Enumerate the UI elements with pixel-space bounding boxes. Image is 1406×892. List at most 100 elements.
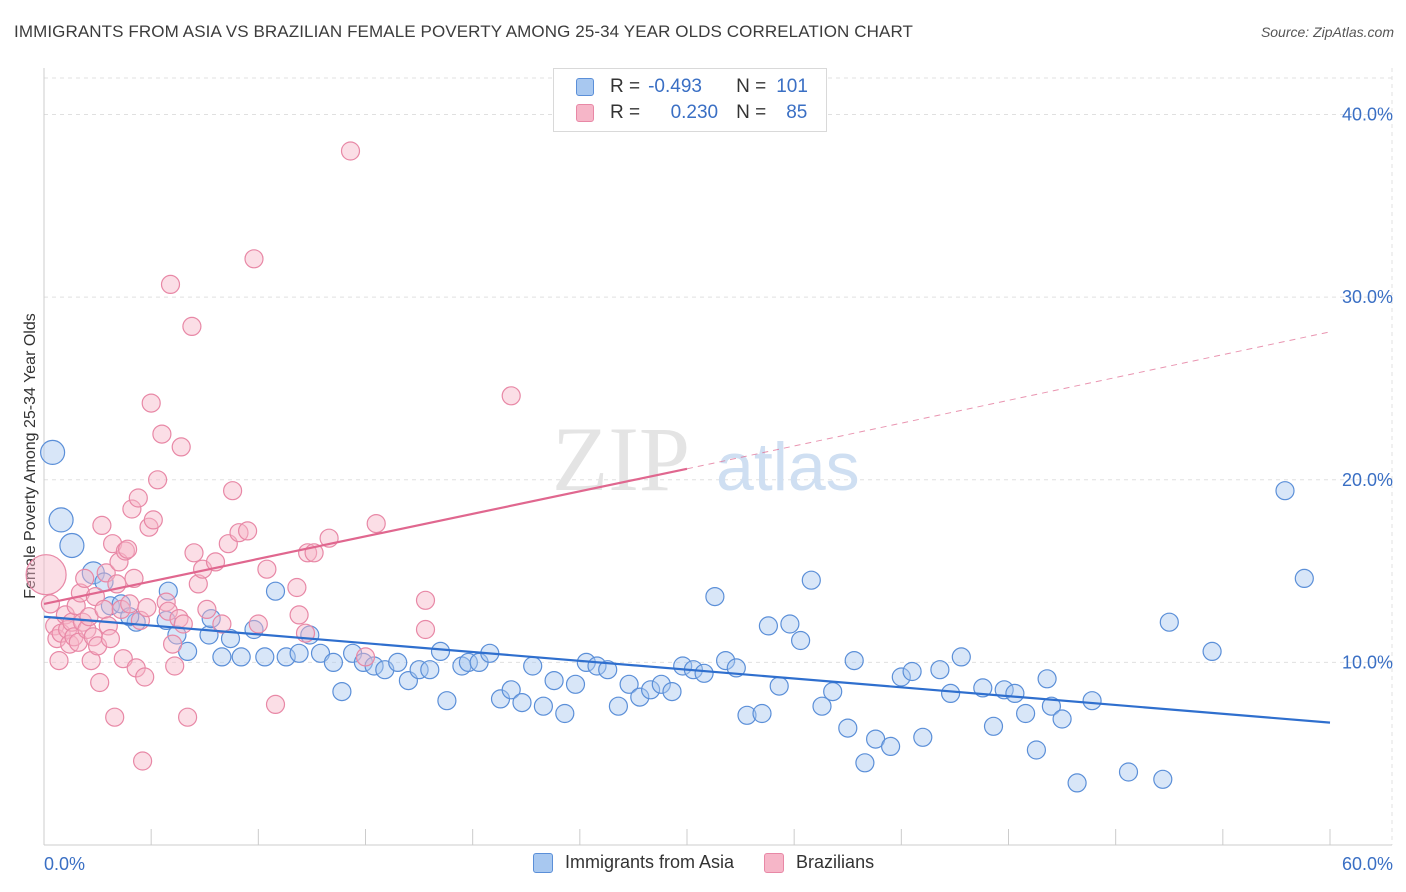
asia-point xyxy=(409,660,429,680)
asia-point xyxy=(39,439,66,465)
asia-point xyxy=(1275,481,1295,501)
asia-point xyxy=(289,643,309,663)
brazil-point xyxy=(94,599,114,620)
asia-point xyxy=(1037,669,1057,689)
asia-point xyxy=(544,670,564,691)
asia-point xyxy=(201,608,221,629)
r-value: -0.493 xyxy=(648,76,702,97)
asia-point xyxy=(855,753,875,773)
x-tick-label: 60.0% xyxy=(1342,854,1393,874)
brazil-point xyxy=(40,594,61,614)
brazil-point xyxy=(355,647,376,667)
asia-point xyxy=(913,727,933,747)
asia-point xyxy=(501,680,521,700)
asia-point xyxy=(533,696,554,716)
brazil-point xyxy=(248,614,268,634)
brazil-point xyxy=(287,577,307,598)
asia-point xyxy=(951,647,971,667)
asia-point xyxy=(255,647,275,667)
legend-row-brazil: R = 0.230 N = 85 xyxy=(576,100,807,126)
brazil-point xyxy=(128,488,148,508)
asia-swatch xyxy=(533,852,553,873)
asia-point xyxy=(790,630,811,651)
brazil-point xyxy=(178,707,198,727)
asia-point xyxy=(715,650,736,671)
brazil-point xyxy=(143,510,163,530)
brazil-point xyxy=(173,614,193,634)
brazil-swatch xyxy=(576,104,594,122)
brazil-point xyxy=(158,601,178,621)
brazil-point xyxy=(182,316,202,336)
asia-point xyxy=(737,705,757,725)
n-label: N = xyxy=(736,102,767,123)
legend-label-brazil: Brazilians xyxy=(796,852,875,872)
asia-point xyxy=(265,581,286,601)
legend-row-asia: R = -0.493 N = 101 xyxy=(576,74,808,100)
brazil-point xyxy=(148,470,168,490)
asia-point xyxy=(388,652,408,673)
n-value: 101 xyxy=(776,76,808,97)
brazil-point xyxy=(83,627,103,647)
brazil-point xyxy=(124,568,144,589)
brazil-point xyxy=(163,634,183,654)
brazil-point xyxy=(265,694,286,715)
asia-point xyxy=(332,681,352,702)
brazil-trend-line xyxy=(43,467,688,606)
asia-point xyxy=(752,703,772,724)
asia-point xyxy=(838,718,858,738)
brazil-point xyxy=(501,386,521,406)
brazil-point xyxy=(160,274,181,294)
asia-trend-line xyxy=(43,615,1331,724)
brazil-point xyxy=(238,521,258,541)
asia-point xyxy=(608,696,629,716)
chart-title: IMMIGRANTS FROM ASIA VS BRAZILIAN FEMALE… xyxy=(14,22,913,41)
asia-point xyxy=(758,616,779,636)
brazil-point xyxy=(49,650,69,671)
n-value: 85 xyxy=(786,102,808,123)
brazil-point xyxy=(113,649,133,669)
asia-point xyxy=(1153,769,1173,789)
y-tick-label: 20.0% xyxy=(1342,470,1393,490)
asia-point xyxy=(555,703,575,724)
asia-point xyxy=(823,681,843,702)
asia-point xyxy=(323,652,343,673)
asia-point xyxy=(651,674,671,694)
asia-point xyxy=(212,647,232,667)
asia-point xyxy=(231,647,251,667)
brazil-point xyxy=(90,672,110,693)
asia-point xyxy=(1026,740,1047,760)
asia-point xyxy=(983,716,1004,736)
asia-point xyxy=(48,507,74,533)
brazil-point xyxy=(415,619,436,640)
brazil-point xyxy=(415,590,436,610)
brazil-point xyxy=(244,249,264,269)
asia-point xyxy=(769,676,789,696)
asia-point xyxy=(619,674,639,694)
brazil-point xyxy=(289,605,309,625)
asia-swatch xyxy=(576,78,594,96)
brazil-swatch xyxy=(764,852,785,873)
asia-point xyxy=(167,625,187,645)
brazil-point xyxy=(117,539,138,559)
y-axis-label: Female Poverty Among 25-34 Year Olds xyxy=(22,313,39,599)
y-tick-label: 30.0% xyxy=(1342,287,1393,307)
asia-point xyxy=(880,736,901,757)
y-tick-label: 40.0% xyxy=(1342,105,1393,125)
brazil-point xyxy=(188,574,208,594)
asia-point xyxy=(662,681,682,702)
asia-point xyxy=(640,680,661,700)
brazil-point xyxy=(92,515,112,536)
legend-item-brazil: Brazilians xyxy=(764,852,874,873)
brazil-point xyxy=(25,554,67,596)
asia-point xyxy=(930,660,950,680)
brazil-point xyxy=(152,424,172,444)
asia-point xyxy=(523,656,543,676)
asia-point xyxy=(1005,683,1025,704)
brazil-point xyxy=(75,568,95,589)
y-tick-label: 10.0% xyxy=(1342,652,1393,672)
asia-point xyxy=(801,570,821,590)
brazil-point xyxy=(135,667,155,687)
brazil-point xyxy=(105,707,125,727)
asia-point xyxy=(512,692,532,713)
asia-point xyxy=(1041,696,1062,716)
